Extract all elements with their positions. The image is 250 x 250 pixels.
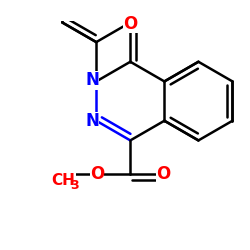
Text: O: O	[156, 165, 171, 183]
Text: N: N	[85, 112, 99, 130]
Text: 3: 3	[70, 179, 78, 192]
Text: O: O	[123, 15, 138, 33]
Text: O: O	[90, 165, 104, 183]
Text: CH: CH	[52, 173, 76, 188]
Text: N: N	[85, 71, 99, 89]
